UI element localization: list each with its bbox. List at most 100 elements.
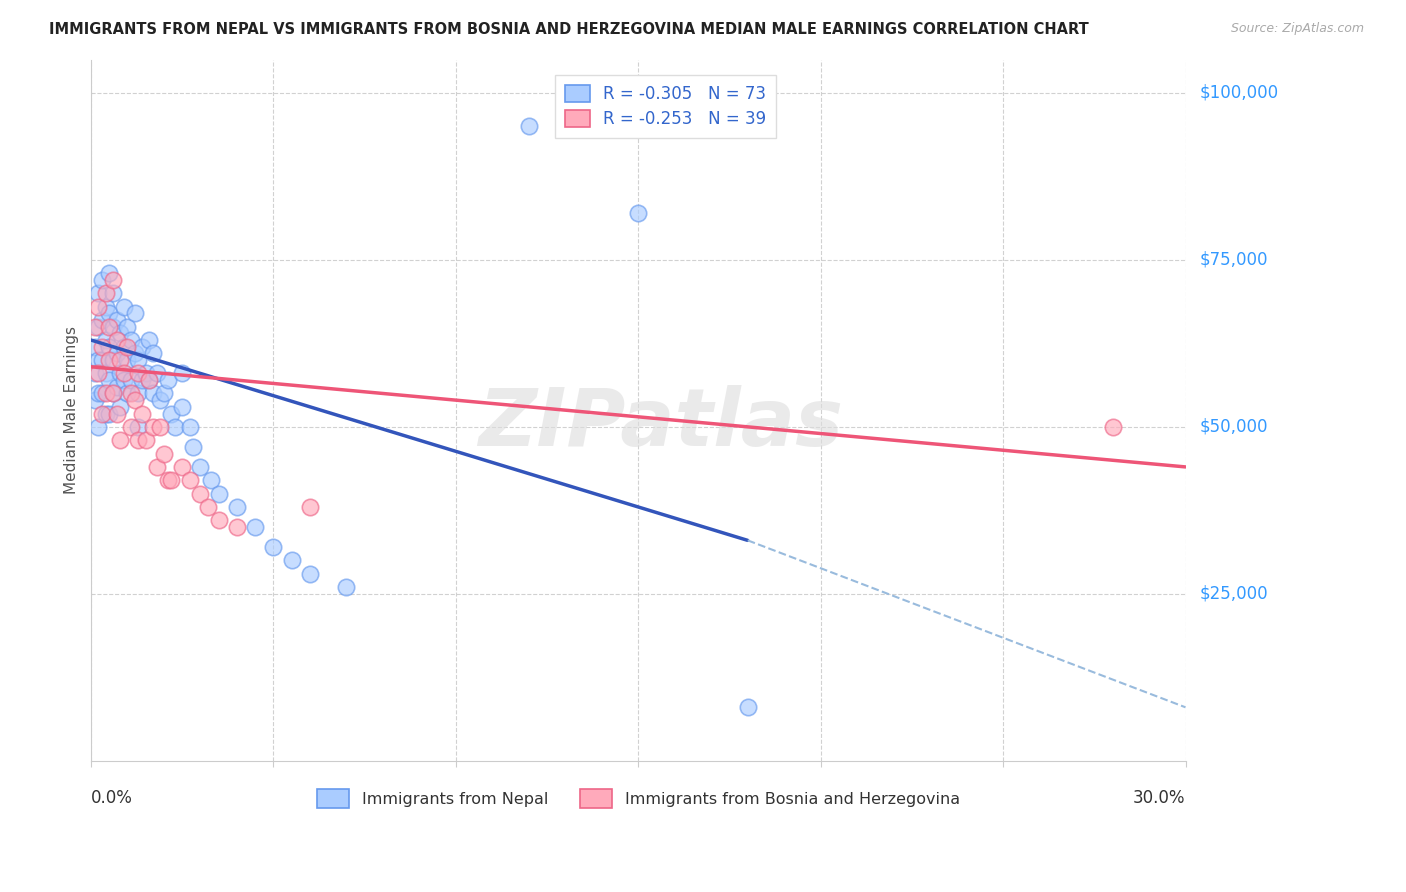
Point [94, 386, 117, 401]
Point [138, 373, 160, 387]
Point [127, 434, 149, 448]
Point [98, 266, 121, 280]
Point [127, 353, 149, 368]
Point [153, 386, 176, 401]
Text: 0.0%: 0.0% [91, 789, 134, 806]
Point [298, 500, 321, 514]
Point [226, 520, 249, 534]
Point [179, 473, 201, 487]
Text: $75,000: $75,000 [1199, 251, 1268, 268]
Point [135, 367, 157, 381]
Point [101, 386, 124, 401]
Point [98, 353, 121, 368]
Text: IMMIGRANTS FROM NEPAL VS IMMIGRANTS FROM BOSNIA AND HERZEGOVINA MEDIAN MALE EARN: IMMIGRANTS FROM NEPAL VS IMMIGRANTS FROM… [49, 22, 1090, 37]
Point [156, 373, 179, 387]
Point [108, 400, 131, 414]
Text: $25,000: $25,000 [1199, 585, 1268, 603]
Point [94, 407, 117, 421]
Point [208, 513, 231, 527]
Point [172, 367, 194, 381]
Point [172, 400, 194, 414]
Point [87, 367, 110, 381]
Point [94, 333, 117, 347]
Point [163, 420, 186, 434]
Point [131, 373, 153, 387]
Point [120, 420, 142, 434]
Point [112, 340, 135, 354]
Point [101, 319, 124, 334]
Point [124, 346, 146, 360]
Point [124, 393, 146, 408]
Point [160, 407, 183, 421]
Point [131, 407, 153, 421]
Point [208, 486, 231, 500]
Point [120, 373, 142, 387]
Point [87, 286, 110, 301]
Text: $50,000: $50,000 [1199, 417, 1268, 436]
Y-axis label: Median Male Earnings: Median Male Earnings [65, 326, 79, 494]
Point [91, 407, 114, 421]
Point [98, 319, 121, 334]
Point [87, 300, 110, 314]
Point [83, 319, 105, 334]
Point [98, 306, 121, 320]
Point [83, 367, 105, 381]
Point [226, 500, 249, 514]
Point [87, 386, 110, 401]
Point [94, 300, 117, 314]
Point [112, 367, 135, 381]
Text: ZIPatlas: ZIPatlas [478, 385, 842, 463]
Point [138, 373, 160, 387]
Point [179, 420, 201, 434]
Point [160, 473, 183, 487]
Point [149, 393, 172, 408]
Point [200, 473, 222, 487]
Point [517, 120, 540, 134]
Point [124, 306, 146, 320]
Text: $100,000: $100,000 [1199, 84, 1278, 102]
Point [105, 313, 128, 327]
Point [142, 346, 165, 360]
Point [127, 386, 149, 401]
Point [127, 367, 149, 381]
Point [1101, 420, 1123, 434]
Legend: Immigrants from Nepal, Immigrants from Bosnia and Herzegovina: Immigrants from Nepal, Immigrants from B… [309, 781, 967, 816]
Point [83, 393, 105, 408]
Point [197, 500, 219, 514]
Point [91, 340, 114, 354]
Point [98, 373, 121, 387]
Point [83, 340, 105, 354]
Point [153, 446, 176, 460]
Point [98, 340, 121, 354]
Point [91, 353, 114, 368]
Point [108, 326, 131, 341]
Point [108, 367, 131, 381]
Point [101, 286, 124, 301]
Point [145, 367, 167, 381]
Point [145, 459, 167, 474]
Point [737, 700, 759, 714]
Point [142, 386, 165, 401]
Text: Source: ZipAtlas.com: Source: ZipAtlas.com [1230, 22, 1364, 36]
Point [105, 380, 128, 394]
Point [98, 407, 121, 421]
Point [190, 486, 212, 500]
Point [138, 333, 160, 347]
Point [112, 373, 135, 387]
Point [101, 386, 124, 401]
Point [91, 386, 114, 401]
Point [627, 206, 650, 220]
Point [149, 420, 172, 434]
Point [181, 440, 204, 454]
Point [101, 353, 124, 368]
Point [91, 273, 114, 287]
Point [172, 459, 194, 474]
Point [94, 286, 117, 301]
Point [127, 420, 149, 434]
Point [120, 386, 142, 401]
Point [108, 353, 131, 368]
Point [112, 300, 135, 314]
Point [120, 333, 142, 347]
Point [87, 319, 110, 334]
Point [298, 566, 321, 581]
